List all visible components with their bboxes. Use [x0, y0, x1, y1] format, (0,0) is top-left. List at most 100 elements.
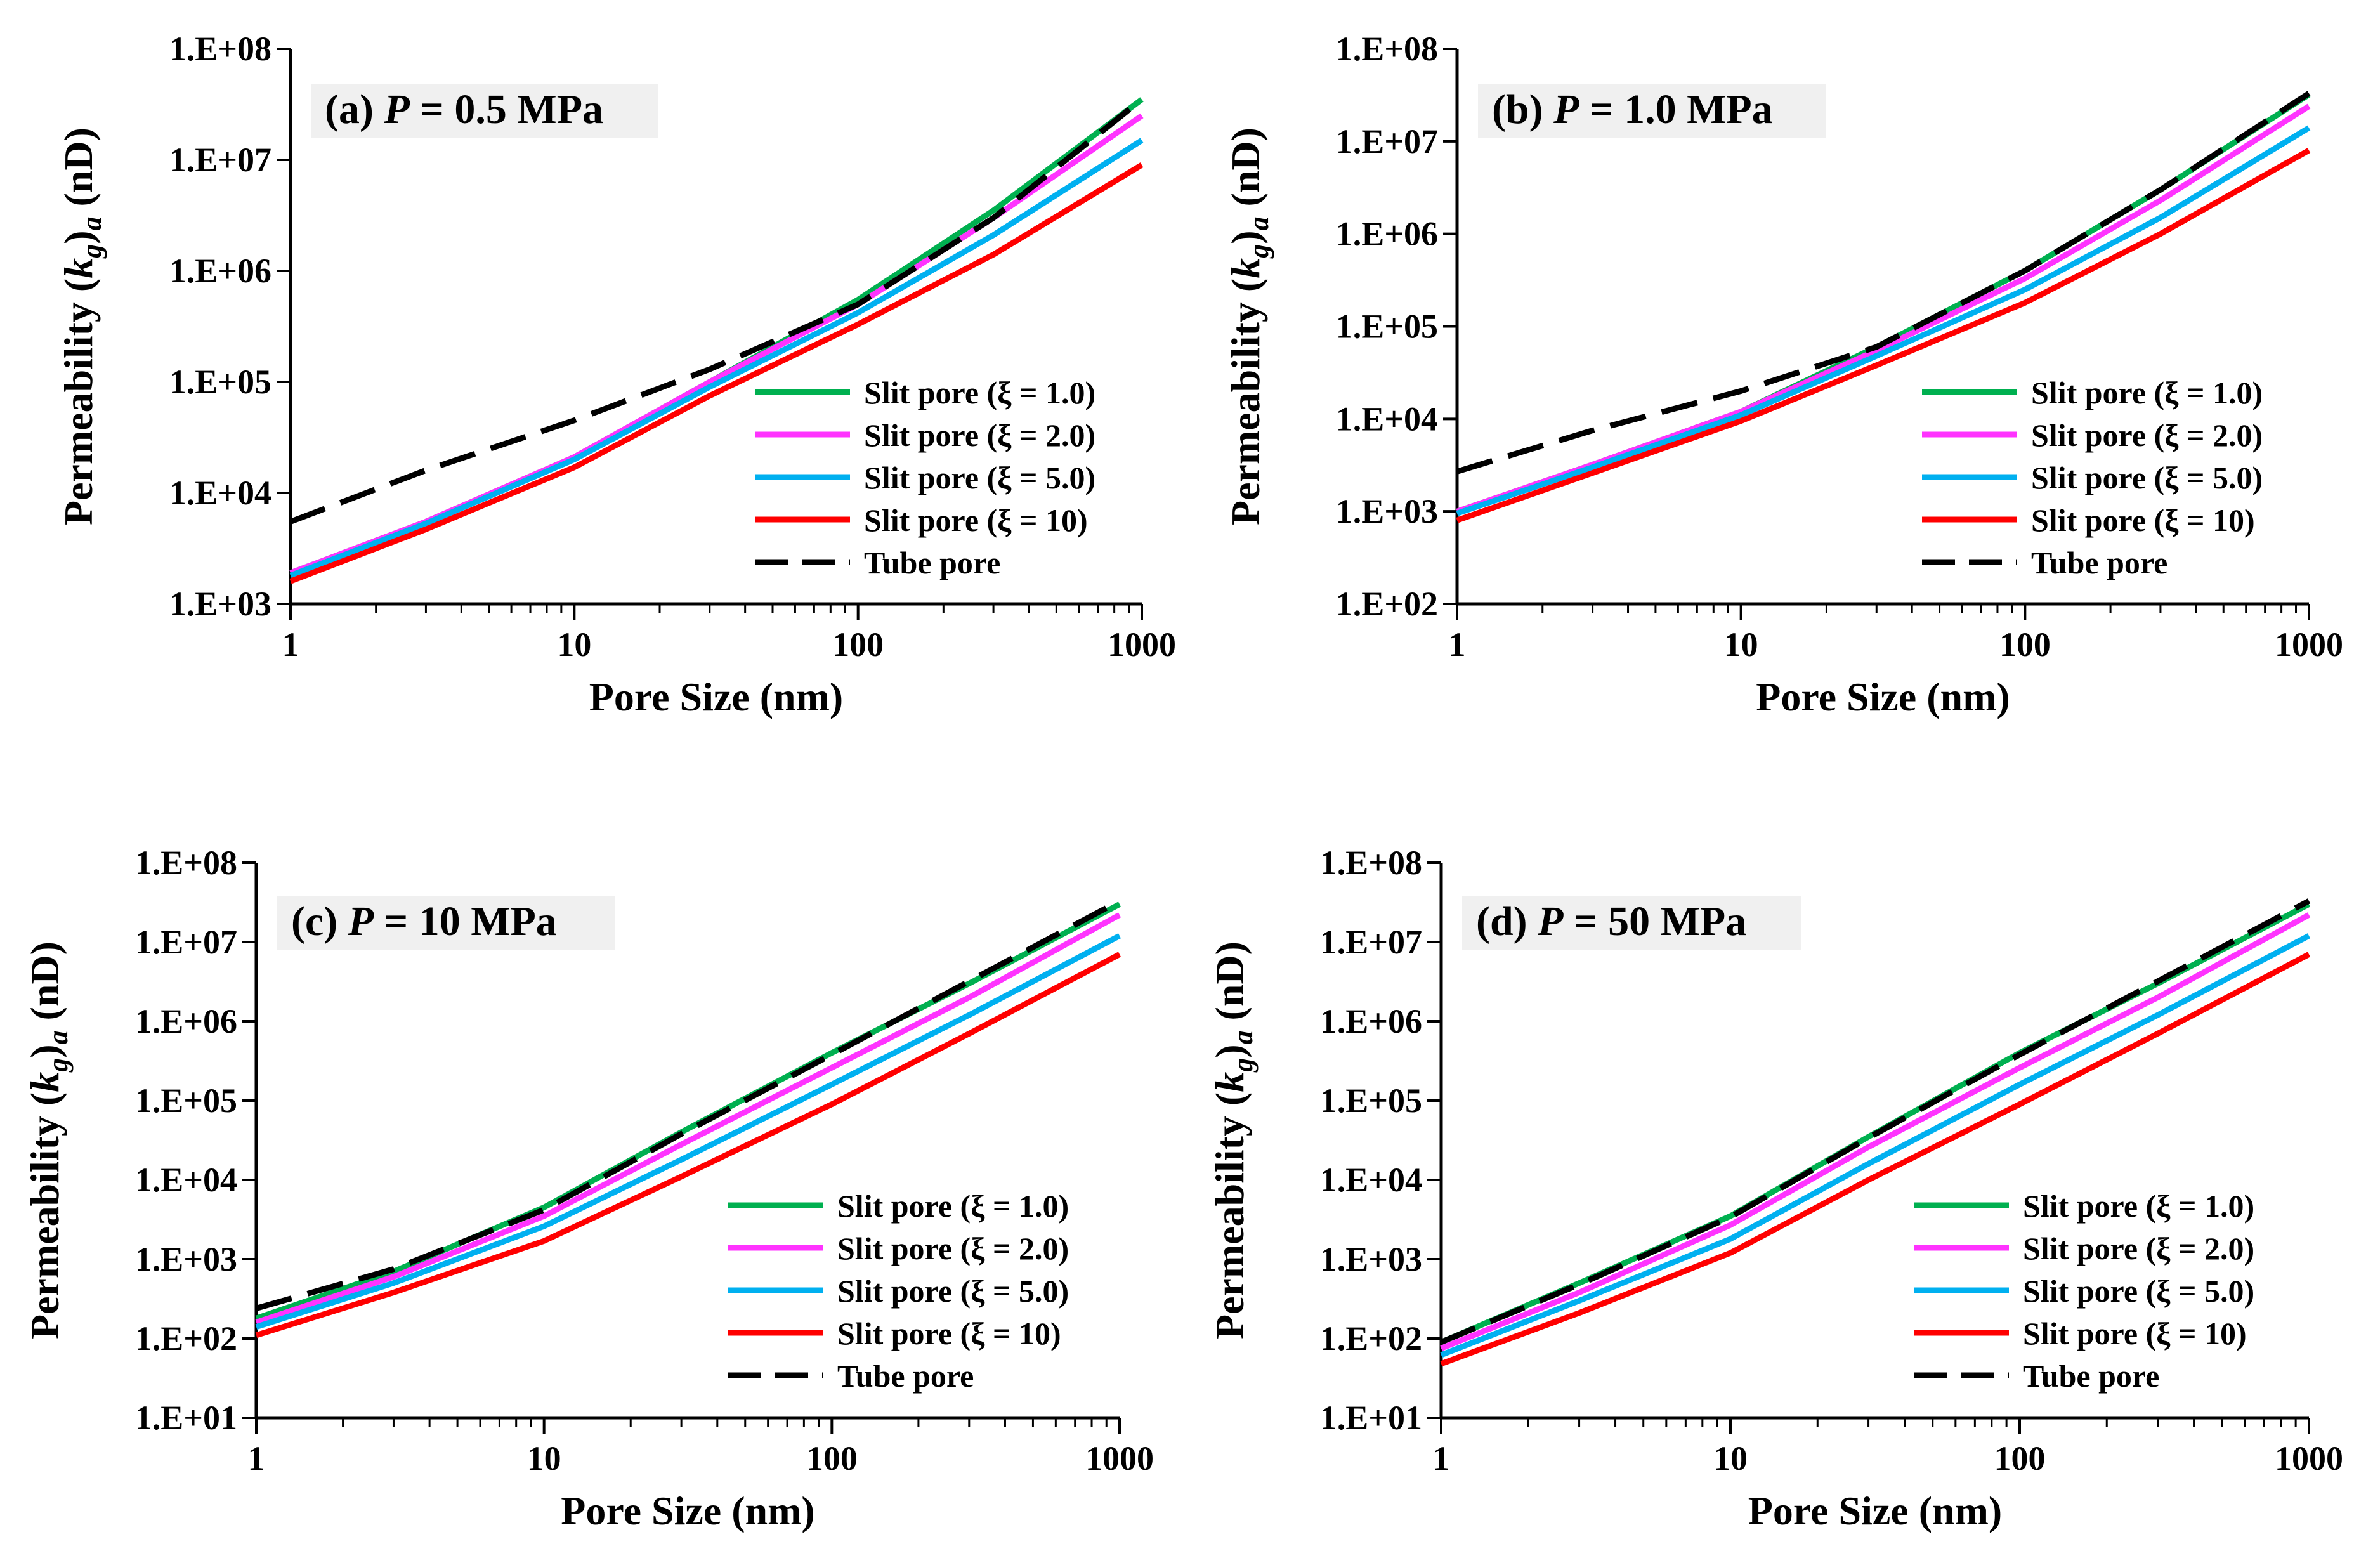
y-tick-label: 1.E+07	[1336, 122, 1438, 160]
chart-panel-4: 1.E+01 1.E+02 1.E+03 1.E+04 1.E+05 1.E+06 1.E+…	[1207, 844, 2343, 1533]
y-axis-title: Permeability (kg)a (nD)	[1207, 941, 1259, 1339]
legend-label: Slit pore (ξ = 10)	[837, 1316, 1061, 1351]
series-line-3	[255, 933, 1121, 1330]
legend-label: Slit pore (ξ = 1.0)	[837, 1188, 1069, 1224]
x-tick-label: 1000	[2275, 625, 2343, 664]
x-tick-label: 100	[1994, 1439, 2046, 1477]
y-tick-label: 1.E+06	[169, 252, 271, 290]
panel-label: (d) P = 50 MPa	[1476, 898, 1746, 945]
legend-label: Slit pore (ξ = 2.0)	[2023, 1231, 2254, 1266]
x-tick-label: 10	[557, 625, 591, 664]
y-tick-label: 1.E+08	[1320, 844, 1422, 882]
y-tick-label: 1.E+07	[1320, 923, 1422, 961]
panel-label: (a) P = 0.5 MPa	[325, 86, 603, 133]
x-tick-label: 100	[806, 1439, 858, 1477]
y-tick-label: 1.E+05	[1336, 308, 1438, 346]
x-tick-label: 100	[1999, 625, 2051, 664]
y-tick-label: 1.E+07	[135, 923, 237, 961]
y-tick-label: 1.E+08	[169, 30, 271, 68]
series-line-4	[289, 162, 1144, 584]
x-tick-label: 1000	[1108, 625, 1176, 664]
y-tick-label: 1.E+03	[135, 1240, 237, 1278]
legend-label: Slit pore (ξ = 2.0)	[837, 1231, 1069, 1266]
y-tick-label: 1.E+06	[1320, 1002, 1422, 1040]
legend-label: Tube pore	[864, 545, 1000, 580]
series-line-5	[289, 97, 1144, 525]
legend-label: Slit pore (ξ = 5.0)	[2023, 1273, 2254, 1309]
y-tick-label: 1.E+04	[169, 474, 271, 512]
legend-label: Slit pore (ξ = 1.0)	[2023, 1188, 2254, 1224]
legend-label: Slit pore (ξ = 2.0)	[864, 417, 1095, 453]
series-line-3	[1440, 933, 2311, 1358]
series-line-2	[1440, 912, 2311, 1351]
y-tick-label: 1.E+01	[135, 1399, 237, 1437]
y-tick-label: 1.E+04	[1336, 400, 1438, 438]
x-tick-label: 1	[282, 625, 299, 664]
legend-label: Slit pore (ξ = 10)	[864, 502, 1088, 538]
x-axis-title: Pore Size (nm)	[1748, 1488, 2002, 1533]
series-line-5	[1456, 91, 2311, 475]
y-tick-label: 1.E+07	[169, 141, 271, 179]
series-line-2	[255, 912, 1121, 1325]
chart-panel-2: 1.E+02 1.E+03 1.E+04 1.E+05 1.E+06 1.E+07 1.E+…	[1223, 30, 2343, 719]
y-tick-label: 1.E+08	[135, 844, 237, 882]
series-line-4	[255, 952, 1121, 1339]
series-line-4	[1456, 148, 2311, 523]
x-tick-label: 1	[1433, 1439, 1450, 1477]
panel-label: (c) P = 10 MPa	[291, 898, 557, 945]
x-tick-label: 10	[527, 1439, 561, 1477]
y-axis-title: Permeability (kg)a (nD)	[22, 941, 74, 1339]
legend-label: Tube pore	[2031, 545, 2168, 580]
x-tick-label: 1	[248, 1439, 265, 1477]
y-axis-title: Permeability (kg)a (nD)	[56, 128, 107, 525]
panel-label-background	[277, 896, 615, 950]
x-tick-label: 10	[1713, 1439, 1748, 1477]
legend-label: Slit pore (ξ = 10)	[2023, 1316, 2247, 1351]
y-tick-label: 1.E+05	[135, 1082, 237, 1120]
legend-label: Slit pore (ξ = 10)	[2031, 502, 2255, 538]
y-tick-label: 1.E+05	[1320, 1082, 1422, 1120]
y-tick-label: 1.E+05	[169, 363, 271, 401]
y-axis-title: Permeability (kg)a (nD)	[1223, 128, 1274, 525]
x-tick-label: 1000	[1085, 1439, 1154, 1477]
series-line-5	[255, 898, 1121, 1311]
y-tick-label: 1.E+08	[1336, 30, 1438, 68]
legend-label: Slit pore (ξ = 1.0)	[2031, 375, 2263, 410]
y-tick-label: 1.E+04	[135, 1161, 237, 1199]
series-line-4	[1440, 952, 2311, 1367]
x-axis-title: Pore Size (nm)	[561, 1488, 814, 1533]
legend-label: Tube pore	[837, 1358, 974, 1394]
y-tick-label: 1.E+03	[1336, 492, 1438, 530]
y-tick-label: 1.E+06	[1336, 215, 1438, 253]
y-tick-label: 1.E+03	[1320, 1240, 1422, 1278]
y-tick-label: 1.E+02	[1320, 1319, 1422, 1358]
x-tick-label: 1	[1449, 625, 1466, 664]
x-tick-label: 1000	[2275, 1439, 2343, 1477]
panel-label-background	[311, 84, 658, 138]
panel-label: (b) P = 1.0 MPa	[1492, 86, 1773, 133]
legend-label: Slit pore (ξ = 2.0)	[2031, 417, 2263, 453]
panel-label-background	[1462, 896, 1801, 950]
legend-label: Slit pore (ξ = 1.0)	[864, 375, 1095, 410]
series-line-3	[1456, 125, 2311, 516]
y-tick-label: 1.E+03	[169, 585, 271, 623]
y-tick-label: 1.E+02	[135, 1319, 237, 1358]
x-axis-title: Pore Size (nm)	[1756, 674, 2010, 719]
x-axis-title: Pore Size (nm)	[589, 674, 843, 719]
legend-label: Slit pore (ξ = 5.0)	[864, 460, 1095, 495]
series-line-3	[289, 138, 1144, 579]
y-tick-label: 1.E+02	[1336, 585, 1438, 623]
legend-label: Slit pore (ξ = 5.0)	[2031, 460, 2263, 495]
x-tick-label: 100	[832, 625, 884, 664]
y-tick-label: 1.E+06	[135, 1002, 237, 1040]
series-line-5	[1440, 898, 2311, 1345]
legend-label: Tube pore	[2023, 1358, 2159, 1394]
legend-label: Slit pore (ξ = 5.0)	[837, 1273, 1069, 1309]
y-tick-label: 1.E+04	[1320, 1161, 1422, 1199]
chart-panel-3: 1.E+01 1.E+02 1.E+03 1.E+04 1.E+05 1.E+06 1.E+…	[22, 844, 1154, 1533]
y-tick-label: 1.E+01	[1320, 1399, 1422, 1437]
x-tick-label: 10	[1724, 625, 1758, 664]
panel-label-background	[1478, 84, 1826, 138]
chart-panel-1: 1.E+03 1.E+04 1.E+05 1.E+06 1.E+07 1.E+08 1 10 1…	[56, 30, 1176, 719]
